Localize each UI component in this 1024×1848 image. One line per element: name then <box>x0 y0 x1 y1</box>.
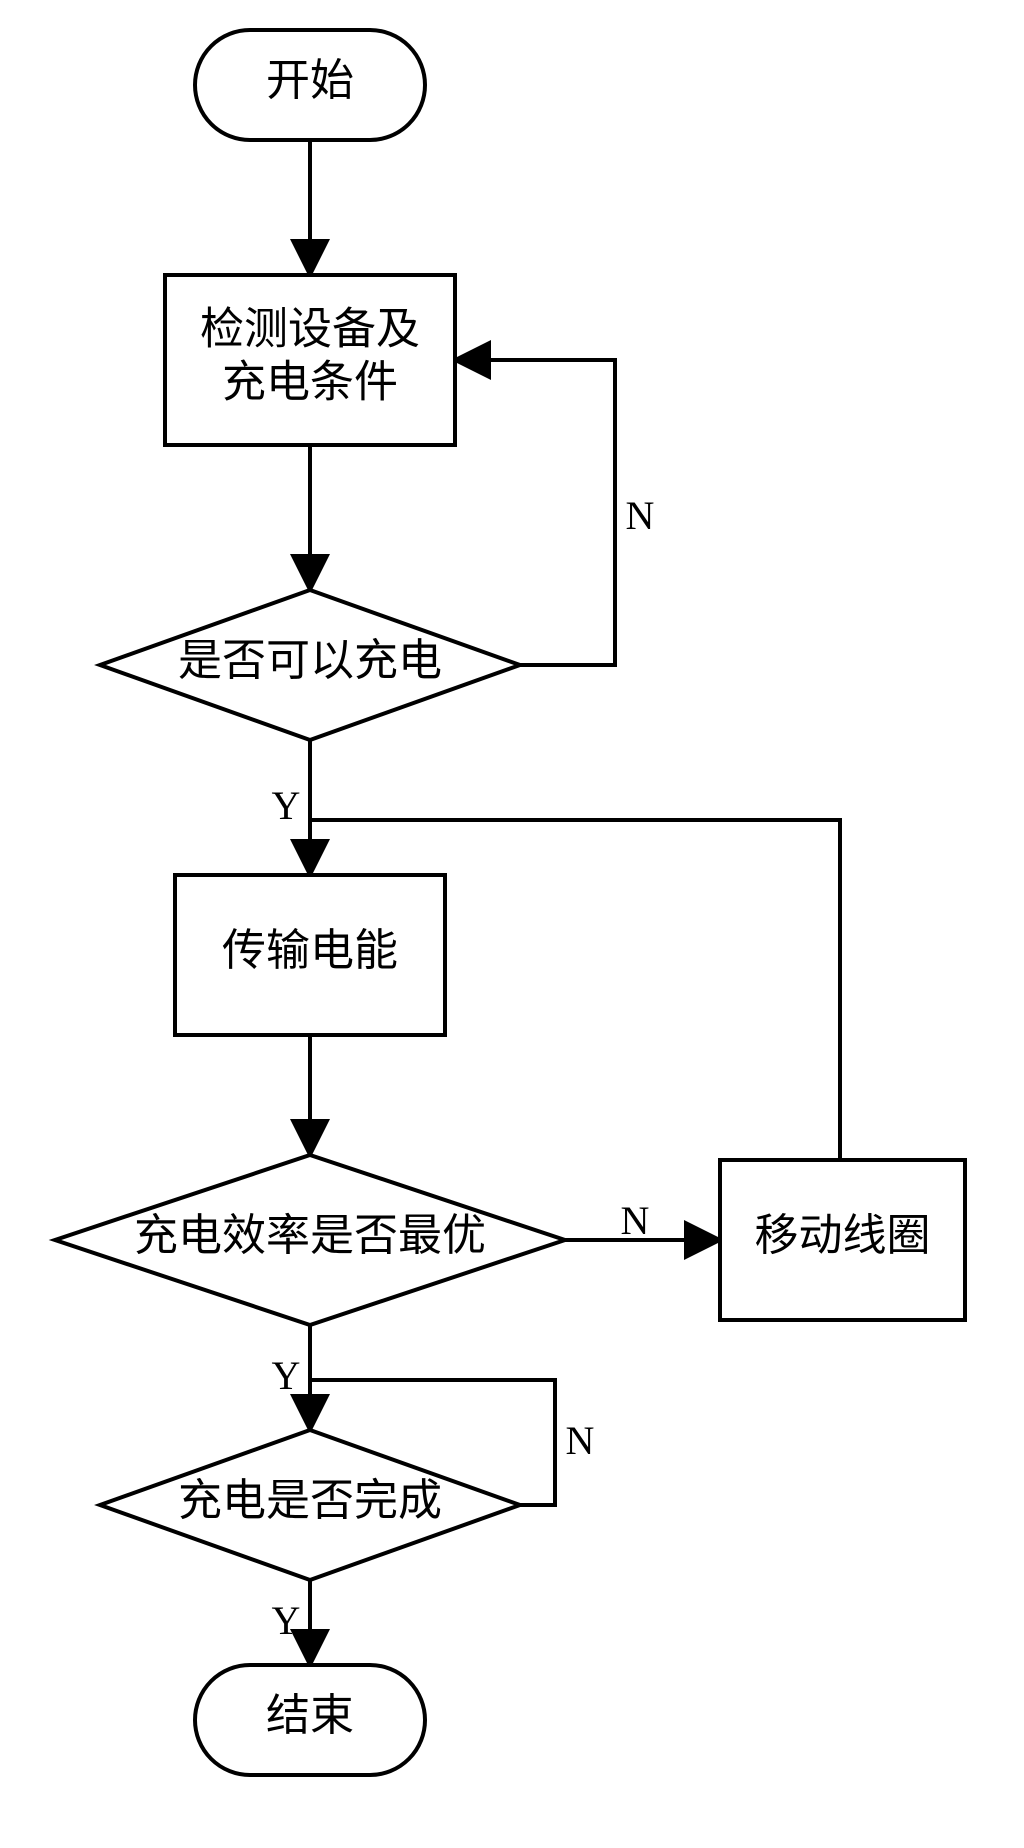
node-end: 结束 <box>195 1665 425 1775</box>
node-can_charge-label: 是否可以充电 <box>178 636 442 685</box>
node-complete: 充电是否完成 <box>100 1430 520 1580</box>
node-detect-line-1: 充电条件 <box>222 357 398 406</box>
edge-label-complete-to-efficiency: N <box>566 1418 595 1463</box>
edge-label-complete-to-end: Y <box>272 1598 301 1643</box>
node-complete-label: 充电是否完成 <box>178 1476 442 1525</box>
flowchart-svg: YNYNYN开始检测设备及充电条件是否可以充电传输电能充电效率是否最优移动线圈充… <box>0 0 1024 1848</box>
node-efficiency: 充电效率是否最优 <box>55 1155 565 1325</box>
node-detect: 检测设备及充电条件 <box>165 275 455 445</box>
node-detect-line-0: 检测设备及 <box>200 305 420 354</box>
edge-label-efficiency-to-move_coil: N <box>621 1198 650 1243</box>
edge-label-can_charge-to-detect: N <box>626 493 655 538</box>
node-end-label: 结束 <box>266 1691 354 1740</box>
nodes-group: 开始检测设备及充电条件是否可以充电传输电能充电效率是否最优 移动线圈充电是否完成结… <box>55 30 965 1775</box>
node-start-label: 开始 <box>266 56 354 105</box>
node-move_coil: 移动线圈 <box>720 1160 965 1320</box>
node-start: 开始 <box>195 30 425 140</box>
node-efficiency-label: 充电效率是否最优 <box>134 1211 486 1260</box>
node-transmit-line-0: 传输电能 <box>222 926 398 975</box>
edge-can_charge-to-detect <box>455 360 615 665</box>
node-transmit: 传输电能 <box>175 875 445 1035</box>
node-can_charge: 是否可以充电 <box>100 590 520 740</box>
edge-label-efficiency-to-complete: Y <box>272 1353 301 1398</box>
node-move_coil-line-0: 移动线圈 <box>755 1211 931 1260</box>
edge-label-can_charge-to-transmit: Y <box>272 783 301 828</box>
